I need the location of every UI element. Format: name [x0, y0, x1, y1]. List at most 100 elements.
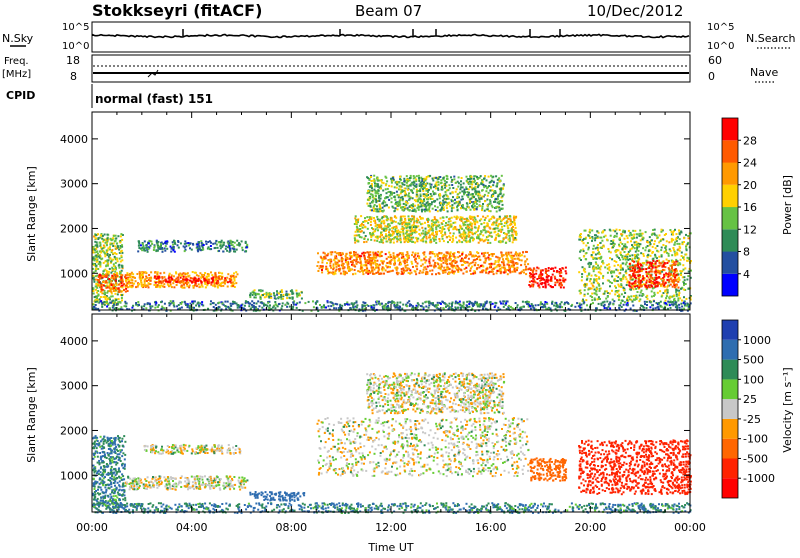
data-cell — [391, 234, 393, 236]
data-cell — [451, 241, 453, 243]
data-cell — [397, 267, 399, 269]
data-cell — [416, 175, 418, 177]
data-cell — [475, 183, 477, 185]
data-cell — [408, 268, 410, 270]
data-cell — [468, 236, 470, 238]
data-cell — [678, 273, 680, 275]
data-cell — [474, 217, 476, 219]
data-cell — [178, 281, 180, 283]
data-cell — [643, 255, 645, 257]
data-cell — [527, 263, 529, 265]
data-cell — [367, 239, 369, 241]
data-cell — [479, 271, 481, 273]
data-cell — [144, 280, 146, 282]
data-cell — [443, 220, 445, 222]
data-cell — [425, 268, 427, 270]
data-cell — [93, 281, 95, 283]
data-cell — [439, 197, 441, 199]
data-cell — [104, 234, 106, 236]
data-cell — [466, 271, 468, 273]
data-cell — [433, 240, 435, 242]
data-cell — [167, 281, 169, 283]
data-cell — [489, 242, 491, 244]
data-cell — [548, 284, 550, 286]
data-cell — [471, 225, 473, 227]
data-cell — [120, 233, 122, 235]
data-cell — [465, 232, 467, 234]
data-cell — [233, 275, 235, 277]
data-cell — [93, 252, 95, 254]
data-cell — [110, 296, 112, 298]
data-cell — [560, 286, 562, 288]
data-cell — [111, 280, 113, 282]
data-cell — [343, 266, 345, 268]
data-cell — [447, 259, 449, 261]
data-cell — [679, 250, 681, 252]
data-cell — [109, 244, 111, 246]
data-cell — [460, 207, 462, 209]
data-cell — [599, 237, 601, 239]
data-cell — [425, 260, 427, 262]
data-cell — [187, 276, 189, 278]
data-cell — [524, 255, 526, 257]
data-cell — [479, 233, 481, 235]
data-cell — [388, 271, 390, 273]
data-cell — [683, 296, 685, 298]
data-cell — [121, 285, 123, 287]
data-cell — [150, 277, 152, 279]
data-cell — [671, 241, 673, 243]
data-cell — [624, 292, 626, 294]
data-cell — [513, 255, 515, 257]
data-cell — [666, 252, 668, 254]
data-cell — [630, 240, 632, 242]
data-cell — [169, 273, 171, 275]
data-cell — [685, 234, 687, 236]
data-cell — [117, 293, 119, 295]
data-cell — [500, 188, 502, 190]
data-cell — [432, 180, 434, 182]
data-cell — [235, 271, 237, 273]
data-cell — [385, 235, 387, 237]
data-cell — [639, 234, 641, 236]
data-cell — [503, 260, 505, 262]
data-cell — [141, 249, 143, 251]
data-cell — [474, 222, 476, 224]
data-cell — [469, 215, 471, 217]
data-cell — [484, 229, 486, 231]
data-cell — [562, 280, 564, 282]
data-cell — [168, 275, 170, 277]
data-cell — [112, 259, 114, 261]
data-cell — [107, 247, 109, 249]
data-cell — [495, 222, 497, 224]
data-cell — [373, 217, 375, 219]
data-cell — [599, 288, 601, 290]
data-cell — [172, 249, 174, 251]
data-cell — [440, 267, 442, 269]
data-cell — [529, 272, 531, 274]
data-cell — [375, 224, 377, 226]
data-cell — [357, 261, 359, 263]
data-cell — [651, 252, 653, 254]
data-cell — [111, 277, 113, 279]
data-cell — [424, 222, 426, 224]
data-cell — [171, 278, 173, 280]
data-cell — [235, 276, 237, 278]
data-cell — [121, 297, 123, 299]
data-cell — [212, 281, 214, 283]
data-cell — [418, 209, 420, 211]
data-cell — [431, 220, 433, 222]
data-cell — [121, 266, 123, 268]
data-cell — [457, 181, 459, 183]
data-cell — [116, 258, 118, 260]
data-cell — [523, 272, 525, 274]
data-cell — [434, 205, 436, 207]
data-cell — [106, 292, 108, 294]
data-cell — [489, 199, 491, 201]
data-cell — [184, 273, 186, 275]
data-cell — [404, 262, 406, 264]
data-cell — [466, 180, 468, 182]
data-cell — [510, 220, 512, 222]
data-cell — [346, 272, 348, 274]
data-cell — [93, 304, 95, 306]
